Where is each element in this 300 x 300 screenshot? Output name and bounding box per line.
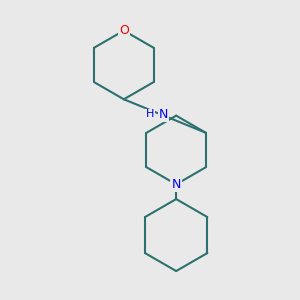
Text: N: N: [172, 178, 181, 191]
Text: N: N: [159, 108, 168, 121]
Text: H: H: [146, 110, 154, 119]
Text: O: O: [119, 24, 129, 37]
